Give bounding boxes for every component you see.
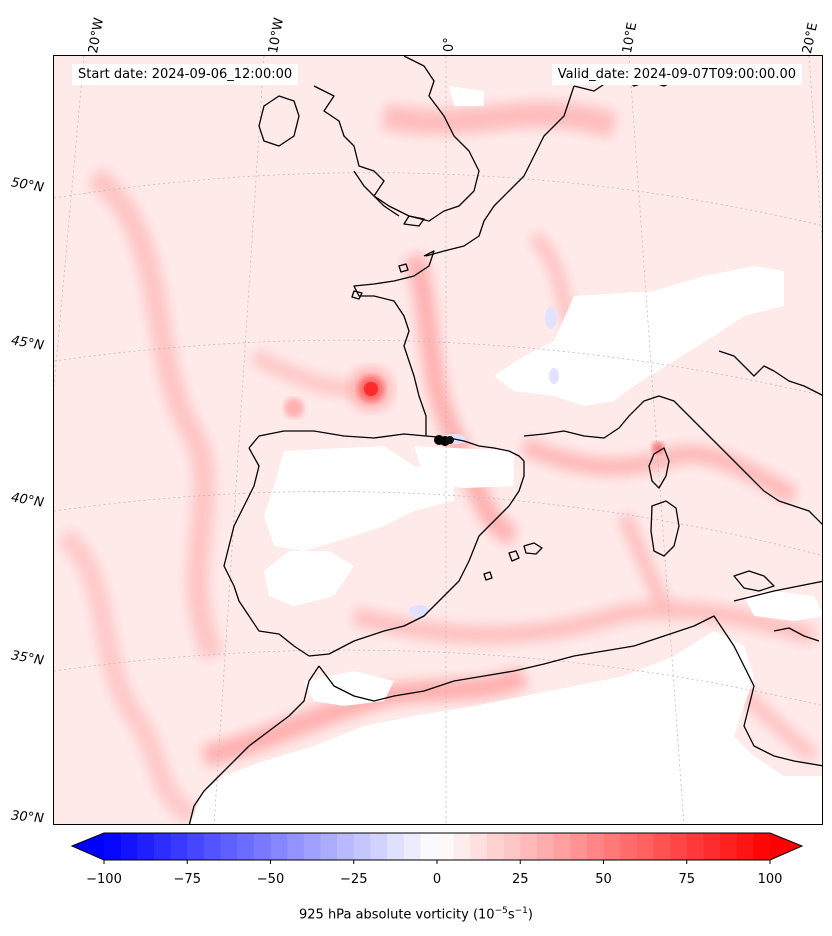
colorbar-tick-label: −100 <box>86 872 122 887</box>
colorbar-cell <box>570 833 588 860</box>
colorbar-cell <box>320 833 338 860</box>
colorbar-tick-label: −75 <box>173 872 201 887</box>
zero-vorticity-regions <box>189 86 822 824</box>
colorbar-tick-label: 75 <box>678 872 696 887</box>
colorbar-title-text: 925 hPa absolute vorticity (10 <box>299 907 495 923</box>
colorbar-cell <box>420 833 438 860</box>
colorbar-cell <box>520 833 538 860</box>
vorticity-spot <box>284 398 304 418</box>
map-panel <box>53 55 823 825</box>
colorbar-cell <box>120 833 138 860</box>
colorbar-cell <box>270 833 288 860</box>
colorbar-cell <box>403 833 421 860</box>
colorbar-cell <box>670 833 688 860</box>
colorbar-cell <box>736 833 754 860</box>
colorbar-cell <box>387 833 405 860</box>
colorbar-cell <box>486 833 505 860</box>
colorbar-cell <box>220 833 238 860</box>
track-marker <box>434 435 454 446</box>
colorbar-cell <box>586 833 605 860</box>
colorbar-cell <box>603 833 621 860</box>
colorbar-cell <box>553 833 571 860</box>
colorbar-title-close: ) <box>527 907 533 923</box>
colorbar-cell <box>437 833 455 860</box>
colorbar-cell <box>187 833 205 860</box>
start-date-label: Start date: 2024-09-06_12:00:00 <box>72 64 299 85</box>
colorbar-extend-max <box>770 833 802 860</box>
colorbar-cell <box>620 833 638 860</box>
colorbar-title: 925 hPa absolute vorticity (10−5s−1) <box>0 906 832 922</box>
colorbar-cell <box>703 833 721 860</box>
colorbar-extend-min <box>72 833 104 860</box>
colorbar-cell <box>337 833 355 860</box>
colorbar-cell <box>536 833 555 860</box>
colorbar-tick-label: 25 <box>511 872 529 887</box>
colorbar-tick-label: 0 <box>432 872 442 887</box>
vortex-core <box>349 367 393 411</box>
colorbar-cell <box>237 833 255 860</box>
colorbar-tick-label: 100 <box>757 872 783 887</box>
colorbar-cell <box>287 833 305 860</box>
negative-vorticity-patches <box>409 307 559 617</box>
colorbar <box>70 832 804 864</box>
colorbar-title-exponent: −1 <box>514 906 528 916</box>
colorbar-cell <box>104 833 122 860</box>
colorbar-cell <box>470 833 488 860</box>
colorbar-cell <box>636 833 655 860</box>
colorbar-cell <box>653 833 671 860</box>
vorticity-spot <box>652 442 664 454</box>
colorbar-cell <box>170 833 188 860</box>
colorbar-tick-label: 50 <box>595 872 612 887</box>
colorbar-cells <box>72 833 802 860</box>
colorbar-cell <box>353 833 371 860</box>
colorbar-cell <box>753 833 771 860</box>
colorbar-cell <box>303 833 322 860</box>
colorbar-cell <box>453 833 471 860</box>
vorticity-map <box>54 56 822 824</box>
colorbar-tick-label: −25 <box>340 872 368 887</box>
colorbar-cell <box>153 833 172 860</box>
colorbar-cell <box>720 833 738 860</box>
colorbar-tick-marks <box>103 860 771 864</box>
colorbar-tick-label: −50 <box>256 872 285 887</box>
colorbar-cell <box>686 833 704 860</box>
colorbar-cell <box>503 833 521 860</box>
colorbar-cell <box>137 833 155 860</box>
colorbar-cell <box>370 833 388 860</box>
valid-date-label: Valid_date: 2024-09-07T09:00:00.00 <box>551 64 802 85</box>
colorbar-title-exponent: −5 <box>494 906 508 916</box>
coastlines <box>188 56 822 824</box>
colorbar-title-unit: s <box>507 907 515 923</box>
colorbar-cell <box>203 833 222 860</box>
colorbar-cell <box>253 833 272 860</box>
